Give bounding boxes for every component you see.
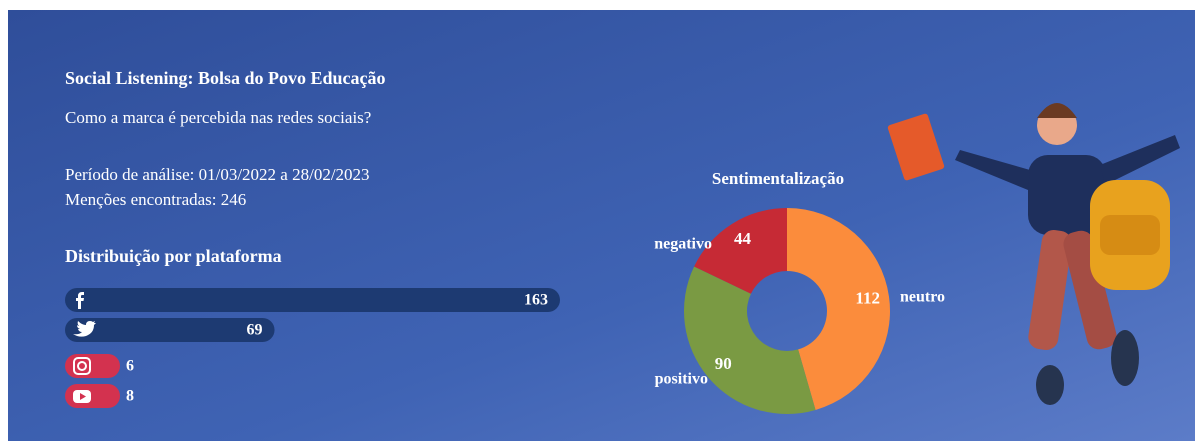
slice-value-label: 44 <box>734 229 752 248</box>
bar-value-label: 163 <box>524 292 548 309</box>
bar <box>65 288 560 312</box>
page: Social Listening: Bolsa do Povo Educação… <box>0 0 1201 441</box>
slice-value-label: 90 <box>715 354 732 373</box>
slice-category-label: negativo <box>654 236 712 253</box>
mentions: Menções encontradas: 246 <box>65 190 246 209</box>
bar-chart-title: Distribuição por plataforma <box>65 246 282 266</box>
slice-category-label: positivo <box>655 371 708 388</box>
slice-value-label: 112 <box>855 288 880 307</box>
bar <box>65 318 275 342</box>
slice-category-label: neutro <box>900 289 945 306</box>
donut-title: Sentimentalização <box>712 169 844 188</box>
bar-value-label: 8 <box>126 388 134 405</box>
bar-value-label: 6 <box>126 358 134 375</box>
period: Período de análise: 01/03/2022 a 28/02/2… <box>65 165 370 184</box>
subtitle: Como a marca é percebida nas redes socia… <box>65 108 371 127</box>
title: Social Listening: Bolsa do Povo Educação <box>65 68 386 88</box>
bar-value-label: 69 <box>247 322 263 339</box>
infographic: Social Listening: Bolsa do Povo Educação… <box>0 0 1201 441</box>
